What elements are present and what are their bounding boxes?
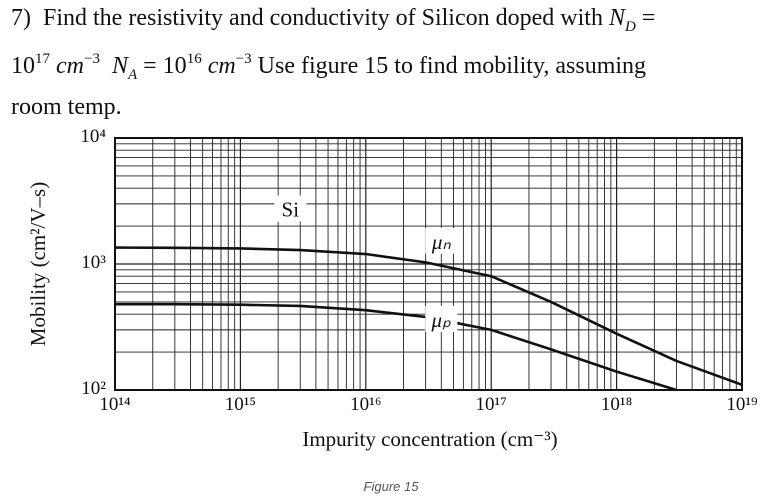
question-text: cm <box>201 53 236 79</box>
question-text: = <box>635 5 656 31</box>
y-tick-label: 10² <box>81 378 106 399</box>
question-line: 7) Find the resistivity and conductivity… <box>11 2 655 43</box>
annotation: μₚ <box>431 308 452 332</box>
question-text: cm <box>50 53 84 79</box>
figure-caption: Figure 15 <box>364 479 420 494</box>
x-tick-label: 10¹⁷ <box>476 394 507 415</box>
y-tick-label: 10³ <box>81 252 106 273</box>
question-text: −3 <box>83 51 100 67</box>
question-text: 17 <box>35 51 50 67</box>
x-axis-label: Impurity concentration (cm⁻³) <box>302 427 557 451</box>
question-text: A <box>127 67 138 83</box>
x-tick-label: 10¹⁶ <box>350 394 381 415</box>
question-text: 10 <box>11 53 35 79</box>
y-tick-label: 10⁴ <box>80 126 106 147</box>
data-line <box>114 246 743 387</box>
question-text: 7) Find the resistivity and conductivity… <box>11 5 609 31</box>
y-axis-label: Mobility (cm²/V–s) <box>26 182 50 346</box>
annotation: μₙ <box>431 230 452 254</box>
question-text: D <box>624 19 636 35</box>
annotation-background <box>425 305 458 332</box>
x-tick-label: 10¹⁹ <box>726 394 758 415</box>
x-tick-label: 10¹⁴ <box>99 394 131 415</box>
question-text: −3 <box>235 51 252 67</box>
annotation-background <box>274 195 307 222</box>
annotation-background <box>425 227 458 254</box>
question-text: = 10 <box>137 53 187 79</box>
question-text: room temp. <box>11 94 122 120</box>
question-text: N <box>608 5 625 31</box>
question-line: room temp. <box>11 91 655 123</box>
data-line <box>115 302 677 392</box>
question-text: 16 <box>186 51 202 67</box>
x-tick-label: 10¹⁵ <box>225 394 256 415</box>
annotation: Si <box>282 198 300 222</box>
question: 7) Find the resistivity and conductivity… <box>11 2 655 123</box>
x-tick-label: 10¹⁸ <box>601 394 632 415</box>
question-text: N <box>99 53 128 79</box>
question-text: Use figure 15 to find mobility, assuming <box>251 53 647 79</box>
question-line: 1017 cm−3 NA = 1016 cm−3 Use figure 15 t… <box>11 43 655 91</box>
plot-frame <box>114 137 743 391</box>
